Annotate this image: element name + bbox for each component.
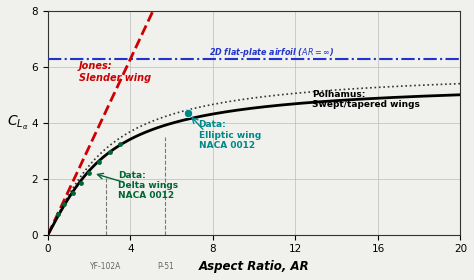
Point [77,181,85,185]
Point [69,191,76,195]
Text: 2D flat-plate airfoil ($AR = \infty$): 2D flat-plate airfoil ($AR = \infty$) [209,46,334,59]
Text: YF-102A: YF-102A [90,262,121,271]
Text: P-51: P-51 [157,262,174,271]
Text: Jones:
Slender wing: Jones: Slender wing [79,61,151,83]
Text: Data:
Delta wings
NACA 0012: Data: Delta wings NACA 0012 [118,171,178,200]
Point [85,171,93,176]
Y-axis label: $C_{L_\alpha}$: $C_{L_\alpha}$ [7,114,28,132]
Point [61,202,68,206]
Point [106,150,114,155]
Text: Polhamus:
Swept/tapered wings: Polhamus: Swept/tapered wings [312,90,420,109]
X-axis label: Aspect Ratio, AR: Aspect Ratio, AR [199,260,310,273]
Point [55,212,62,216]
Point [96,160,103,164]
Text: Data:
Elliptic wing
NACA 0012: Data: Elliptic wing NACA 0012 [199,120,261,150]
Point [116,142,124,146]
